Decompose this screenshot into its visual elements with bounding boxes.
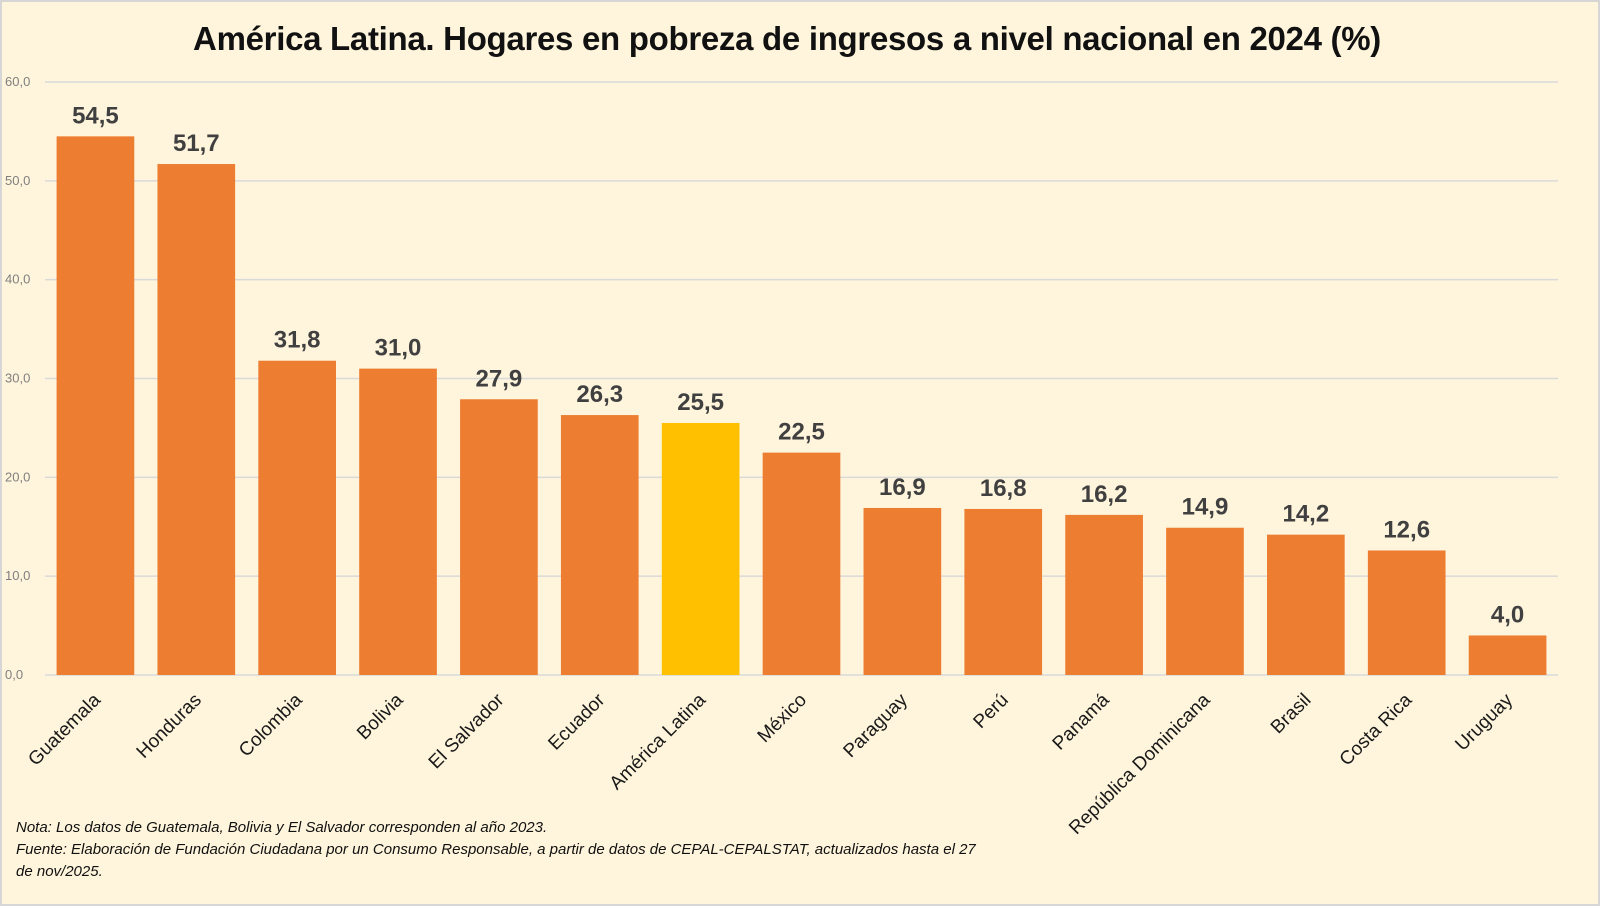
y-tick-label: 30,0 <box>5 371 30 386</box>
x-tick-label: América Latina <box>606 689 711 794</box>
bar <box>1065 514 1143 675</box>
x-tick-label: Costa Rica <box>1336 689 1417 770</box>
data-label: 54,5 <box>72 102 119 129</box>
x-tick-label: Uruguay <box>1451 689 1517 755</box>
data-label: 26,3 <box>576 381 623 408</box>
data-label: 4,0 <box>1491 601 1524 628</box>
x-tick-label: Brasil <box>1267 690 1315 738</box>
bar <box>56 136 135 675</box>
x-tick-label: Panamá <box>1049 689 1114 754</box>
data-label: 27,9 <box>476 365 523 392</box>
chart-title: América Latina. Hogares en pobreza de in… <box>193 20 1381 57</box>
bar <box>258 360 337 675</box>
y-tick-label: 40,0 <box>5 272 30 287</box>
data-label: 31,8 <box>274 327 321 354</box>
bar <box>964 508 1043 675</box>
chart-notes: Nota: Los datos de Guatemala, Bolivia y … <box>16 817 976 883</box>
bar <box>359 368 437 675</box>
x-tick-label: Bolivia <box>353 689 408 744</box>
y-tick-label: 50,0 <box>5 173 30 188</box>
y-tick-label: 10,0 <box>5 568 30 583</box>
data-label: 14,9 <box>1182 494 1229 521</box>
data-label: 31,0 <box>375 335 422 362</box>
bar <box>1266 534 1345 675</box>
x-tick-label: Colombia <box>235 689 307 761</box>
data-label: 25,5 <box>677 389 724 416</box>
bar <box>157 164 236 675</box>
y-tick-label: 0,0 <box>5 667 23 682</box>
data-label: 16,9 <box>879 474 926 501</box>
x-tick-label: Ecuador <box>544 689 609 754</box>
x-tick-label: Paraguay <box>840 689 913 762</box>
x-tick-label: Perú <box>970 690 1013 733</box>
y-axis-ticks: 0,0 10,0 20,0 30,0 40,0 50,0 60,0 <box>5 74 30 682</box>
bar <box>1468 635 1547 675</box>
bar <box>460 399 538 675</box>
data-label: 12,6 <box>1383 516 1430 543</box>
bar <box>1166 527 1244 675</box>
bar <box>762 452 841 675</box>
x-tick-label: Guatemala <box>24 689 105 770</box>
x-tick-label: Honduras <box>133 690 206 763</box>
bar <box>863 507 942 675</box>
data-label: 16,2 <box>1081 481 1128 508</box>
bar <box>661 422 740 675</box>
x-tick-label: El Salvador <box>425 689 509 773</box>
bar <box>1367 550 1446 675</box>
data-label: 14,2 <box>1282 501 1329 528</box>
y-tick-label: 20,0 <box>5 469 30 484</box>
bar <box>560 415 639 675</box>
bars <box>56 136 1547 675</box>
x-tick-label: México <box>754 690 811 747</box>
data-label: 51,7 <box>173 130 220 157</box>
y-tick-label: 60,0 <box>5 74 30 89</box>
note-text: Nota: Los datos de Guatemala, Bolivia y … <box>16 819 548 836</box>
data-labels: 54,5 51,7 31,8 31,0 27,9 26,3 25,5 22,5 16,9 16,8… <box>72 102 1524 628</box>
data-label: 16,8 <box>980 475 1027 502</box>
source-text: Fuente: Elaboración de Fundación Ciudada… <box>16 841 976 880</box>
data-label: 22,5 <box>778 419 825 446</box>
